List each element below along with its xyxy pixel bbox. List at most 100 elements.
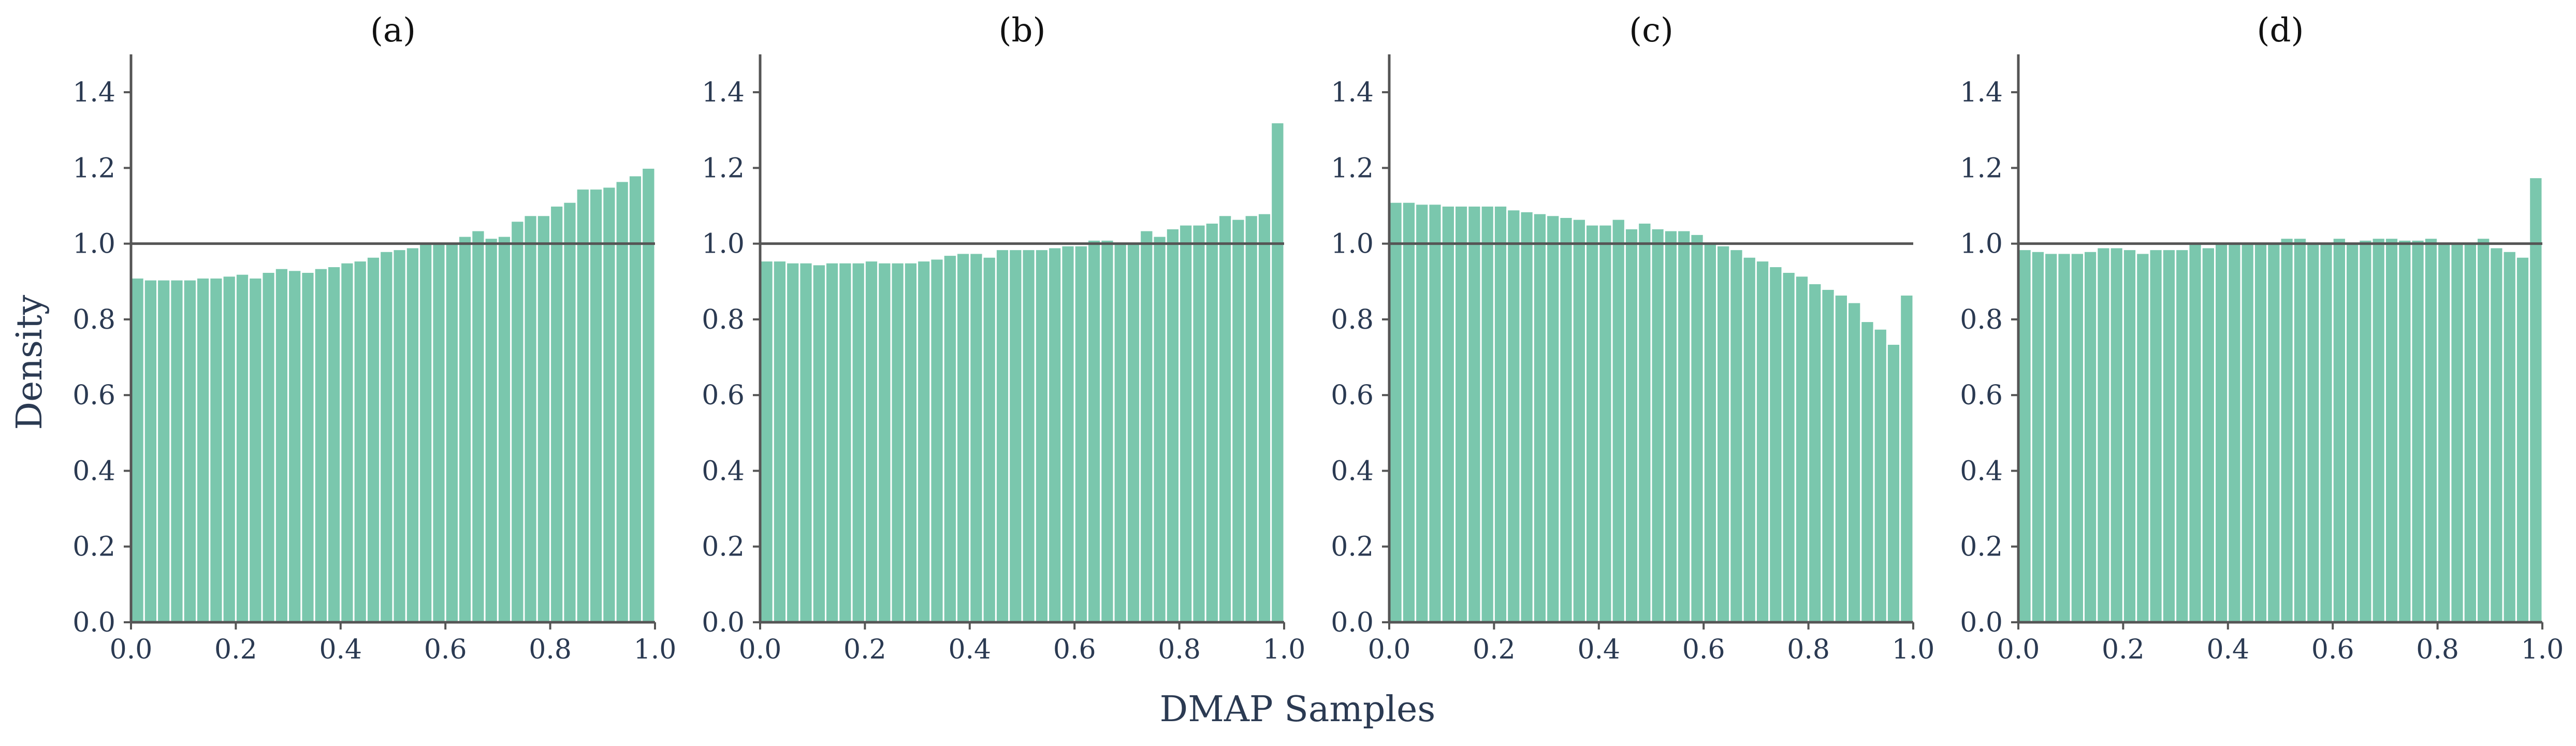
- histogram-bar: [995, 248, 1010, 623]
- histogram-bar: [235, 273, 250, 623]
- histogram-bar: [130, 276, 145, 623]
- x-tick-label: 1.0: [1892, 634, 1935, 665]
- histogram-bar: [1899, 294, 1914, 623]
- histogram-bar: [1729, 248, 1744, 623]
- y-tick-label: 1.0: [72, 229, 115, 260]
- histogram-bar: [1821, 288, 1836, 623]
- histogram-bar: [969, 252, 984, 623]
- histogram-bar: [1493, 205, 1508, 623]
- histogram-bar: [1021, 248, 1036, 623]
- x-tick-label: 0.6: [2311, 634, 2354, 665]
- histogram-bar: [2306, 241, 2321, 623]
- y-tick-label: 1.4: [1331, 77, 1374, 108]
- histogram-bar: [444, 243, 460, 623]
- histogram-bar: [169, 279, 184, 623]
- y-tick-label: 1.2: [702, 153, 745, 184]
- y-tick-label: 0.2: [702, 532, 745, 563]
- histogram-bar: [2044, 252, 2059, 623]
- histogram-bar: [982, 256, 997, 623]
- histogram-bar: [458, 235, 473, 623]
- x-tick-label: 0.0: [1997, 634, 2040, 665]
- histogram-bar: [2017, 248, 2032, 623]
- histogram-bar: [1860, 320, 1875, 623]
- histogram-bar: [2030, 250, 2046, 623]
- histogram-bar: [1598, 224, 1613, 623]
- histogram-bar: [798, 261, 813, 623]
- histogram-bar: [562, 201, 577, 623]
- histogram-bar: [903, 261, 919, 623]
- histogram-bar: [1152, 235, 1167, 623]
- histogram-bar: [1702, 241, 1718, 623]
- y-tick-label: 0.8: [72, 304, 115, 335]
- x-tick-label: 1.0: [634, 634, 677, 665]
- histogram-bar: [1794, 275, 1810, 623]
- histogram-bar: [1585, 224, 1600, 623]
- histogram-bar: [1873, 328, 1888, 623]
- histogram-bar: [759, 260, 774, 623]
- histogram-bar: [2214, 241, 2229, 623]
- histogram-bar: [890, 261, 905, 623]
- histogram-bar: [2057, 252, 2072, 623]
- y-tick-label: 0.8: [1960, 304, 2003, 335]
- histogram-bar: [313, 267, 329, 623]
- histogram-bar: [1768, 266, 1783, 623]
- histogram-bar: [2397, 239, 2412, 623]
- panel-title: (b): [999, 11, 1046, 50]
- histogram-bar: [1415, 203, 1430, 623]
- histogram-bar: [2345, 241, 2360, 623]
- x-tick-label: 0.8: [1158, 634, 1201, 665]
- histogram-bar: [1454, 205, 1469, 623]
- histogram-bar: [1532, 212, 1548, 623]
- y-tick-label: 1.4: [702, 77, 745, 108]
- x-tick-label: 0.8: [2416, 634, 2459, 665]
- y-axis-label: Density: [9, 295, 50, 430]
- histogram-bar: [1611, 218, 1626, 623]
- histogram-bar: [1428, 203, 1443, 623]
- histogram-bar: [2463, 241, 2478, 623]
- histogram-bar: [1401, 201, 1417, 623]
- x-tick-label: 0.2: [214, 634, 257, 665]
- x-axis-label: DMAP Samples: [1160, 689, 1436, 730]
- histogram-bar: [1808, 282, 1823, 623]
- histogram-bar: [929, 258, 944, 623]
- histogram-bar: [1047, 246, 1063, 623]
- histogram-bar: [2358, 239, 2373, 623]
- histogram-bar: [641, 167, 656, 623]
- histogram-bar: [851, 261, 866, 623]
- y-tick-label: 0.0: [1331, 607, 1374, 638]
- histogram-bar: [1833, 294, 1849, 623]
- histogram-bar: [405, 246, 420, 623]
- histogram-bar: [1165, 227, 1181, 623]
- histogram-bar: [327, 266, 342, 623]
- histogram-bar: [2384, 237, 2399, 623]
- histogram-bar: [1506, 209, 1521, 623]
- histogram-bar: [2109, 246, 2124, 623]
- histogram-bar: [300, 271, 315, 623]
- y-tick-label: 0.6: [72, 380, 115, 411]
- x-tick-label: 1.0: [1263, 634, 1306, 665]
- histogram-bar: [1270, 122, 1285, 623]
- x-tick-label: 1.0: [2521, 634, 2564, 665]
- y-tick-label: 1.2: [1960, 153, 2003, 184]
- histogram-bar: [2410, 239, 2425, 623]
- y-tick-label: 0.4: [72, 456, 115, 487]
- histogram-bar: [1519, 211, 1534, 623]
- histogram-bar: [1191, 224, 1206, 623]
- histogram-bar: [2502, 250, 2517, 623]
- y-tick-label: 0.6: [1960, 380, 2003, 411]
- histogram-bar: [2332, 237, 2347, 623]
- x-tick-label: 0.4: [319, 634, 362, 665]
- y-tick-label: 0.6: [702, 380, 745, 411]
- histogram-bar: [274, 267, 289, 623]
- panel-4: (d) 0.0 0.2 0.4 0.6 0.8 1.0 1.2 1.4 0.0 0.2 0.4 0.6 0…: [1960, 11, 2564, 665]
- histogram-bar: [1546, 214, 1561, 623]
- histogram-bar: [1388, 201, 1403, 623]
- histogram-bar: [2489, 246, 2504, 623]
- histogram-bar: [1113, 243, 1128, 623]
- y-tick-label: 0.4: [1331, 456, 1374, 487]
- panel-3: (c) 0.0 0.2 0.4 0.6 0.8 1.0 1.2 1.4 0.0 0.2 0.4 0.6 0…: [1331, 11, 1934, 665]
- x-tick-label: 0.4: [2206, 634, 2249, 665]
- histogram-bar: [1716, 244, 1731, 623]
- histogram-bar: [1139, 229, 1154, 623]
- histogram-bar: [1218, 214, 1233, 623]
